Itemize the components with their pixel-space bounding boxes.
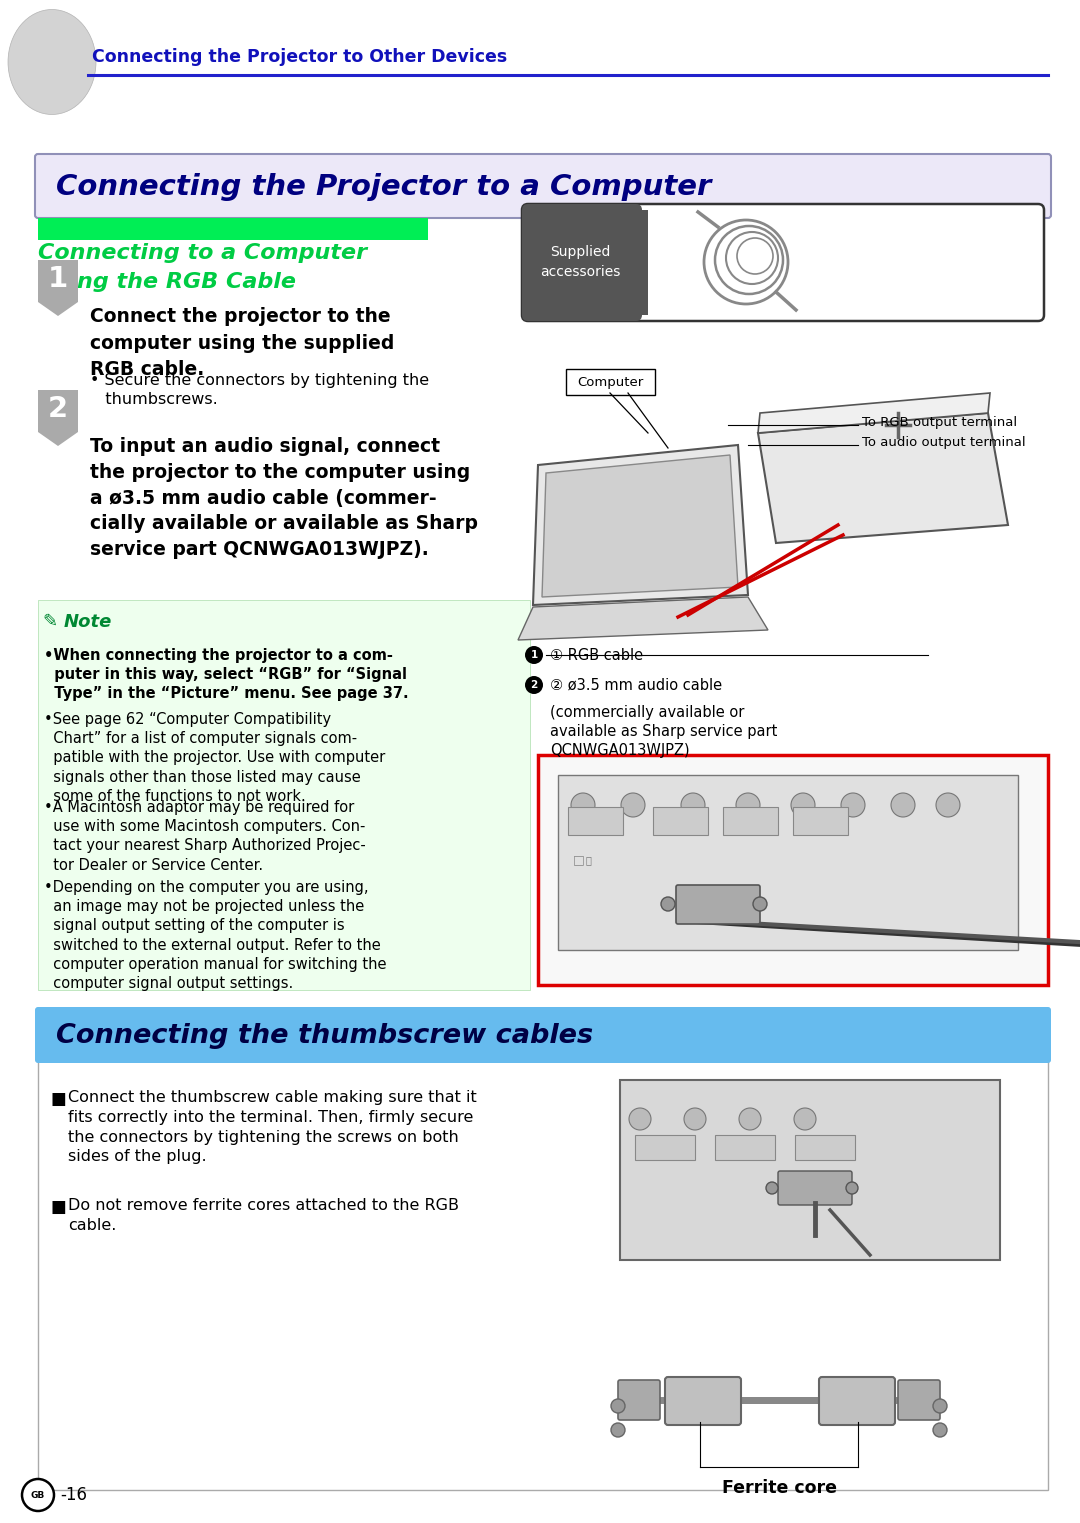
Circle shape [571, 793, 595, 816]
Text: (commercially available or
available as Sharp service part
QCNWGA013WJPZ): (commercially available or available as … [550, 705, 778, 758]
Text: Computer: Computer [577, 376, 643, 388]
Circle shape [621, 793, 645, 816]
Polygon shape [534, 445, 748, 605]
FancyBboxPatch shape [522, 204, 642, 321]
Text: ■: ■ [50, 1090, 66, 1109]
Text: ■: ■ [50, 1199, 66, 1215]
Text: □: □ [573, 853, 584, 867]
FancyBboxPatch shape [558, 775, 1018, 950]
Circle shape [791, 793, 815, 816]
FancyBboxPatch shape [778, 1171, 852, 1205]
Text: •When connecting the projector to a com-
  puter in this way, select “RGB” for “: •When connecting the projector to a com-… [44, 647, 408, 702]
Bar [38, 218, 428, 241]
FancyBboxPatch shape [819, 1377, 895, 1426]
Text: 1: 1 [530, 650, 538, 659]
Text: GB: GB [31, 1491, 45, 1500]
Bar [620, 1080, 1000, 1260]
Circle shape [525, 676, 543, 694]
Circle shape [753, 897, 767, 911]
Circle shape [735, 793, 760, 816]
FancyBboxPatch shape [522, 204, 1044, 321]
Circle shape [684, 1109, 706, 1130]
Circle shape [681, 793, 705, 816]
Text: 2: 2 [48, 394, 68, 423]
Polygon shape [758, 393, 990, 433]
FancyBboxPatch shape [897, 1380, 940, 1419]
Text: •See page 62 “Computer Compatibility
  Chart” for a list of computer signals com: •See page 62 “Computer Compatibility Cha… [44, 711, 386, 804]
Text: Connect the projector to the
computer using the supplied
RGB cable.: Connect the projector to the computer us… [90, 308, 394, 379]
Text: To RGB output terminal: To RGB output terminal [862, 416, 1017, 428]
FancyBboxPatch shape [665, 1377, 741, 1426]
Text: •A Macintosh adaptor may be required for
  use with some Macintosh computers. Co: •A Macintosh adaptor may be required for… [44, 800, 366, 873]
Text: Ferrite core: Ferrite core [721, 1479, 837, 1497]
Circle shape [933, 1422, 947, 1438]
Text: Connecting to a Computer: Connecting to a Computer [38, 244, 367, 263]
Text: Connecting the thumbscrew cables: Connecting the thumbscrew cables [56, 1023, 593, 1049]
FancyBboxPatch shape [35, 154, 1051, 218]
Text: 1: 1 [48, 265, 68, 292]
Circle shape [629, 1109, 651, 1130]
Polygon shape [38, 260, 78, 315]
Circle shape [766, 1182, 778, 1194]
Bar [634, 210, 648, 315]
Text: To input an audio signal, connect
the projector to the computer using
a ø3.5 mm : To input an audio signal, connect the pr… [90, 437, 478, 559]
Circle shape [891, 793, 915, 816]
Circle shape [611, 1400, 625, 1413]
Text: ② ø3.5 mm audio cable: ② ø3.5 mm audio cable [550, 678, 723, 693]
Text: -16: -16 [60, 1486, 87, 1505]
Polygon shape [758, 413, 1008, 544]
Bar [795, 1135, 855, 1161]
Text: 🔒: 🔒 [586, 854, 592, 865]
Bar [793, 807, 848, 835]
FancyBboxPatch shape [566, 369, 654, 394]
Text: Connecting the Projector to a Computer: Connecting the Projector to a Computer [56, 174, 712, 201]
Polygon shape [38, 390, 78, 446]
Circle shape [525, 646, 543, 664]
Circle shape [846, 1182, 858, 1194]
FancyBboxPatch shape [676, 885, 760, 924]
Circle shape [22, 1479, 54, 1511]
Polygon shape [518, 597, 768, 640]
Bar [635, 1135, 696, 1161]
Text: Connecting the Projector to Other Devices: Connecting the Projector to Other Device… [92, 49, 508, 65]
FancyBboxPatch shape [618, 1380, 660, 1419]
Polygon shape [542, 455, 738, 597]
Ellipse shape [8, 9, 96, 114]
Text: RGB cable: RGB cable [908, 253, 1004, 271]
FancyBboxPatch shape [38, 1060, 1048, 1489]
Text: 2: 2 [530, 679, 538, 690]
Text: ① RGB cable: ① RGB cable [550, 647, 643, 663]
Text: •Depending on the computer you are using,
  an image may not be projected unless: •Depending on the computer you are using… [44, 880, 387, 991]
Circle shape [739, 1109, 761, 1130]
Text: Do not remove ferrite cores attached to the RGB
cable.: Do not remove ferrite cores attached to … [68, 1199, 459, 1232]
Circle shape [794, 1109, 816, 1130]
Text: ✎: ✎ [42, 612, 57, 631]
FancyBboxPatch shape [35, 1007, 1051, 1063]
Circle shape [936, 793, 960, 816]
Text: Using the RGB Cable: Using the RGB Cable [38, 273, 296, 292]
Text: Supplied
accessories: Supplied accessories [540, 245, 620, 279]
Bar [568, 807, 623, 835]
Bar [723, 807, 778, 835]
Text: Note: Note [64, 612, 112, 631]
FancyBboxPatch shape [38, 600, 530, 990]
Text: Connect the thumbscrew cable making sure that it
fits correctly into the termina: Connect the thumbscrew cable making sure… [68, 1090, 476, 1165]
Text: To audio output terminal: To audio output terminal [862, 436, 1026, 448]
Bar [653, 807, 708, 835]
Text: • Secure the connectors by tightening the
   thumbscrews.: • Secure the connectors by tightening th… [90, 373, 429, 407]
Circle shape [661, 897, 675, 911]
Circle shape [611, 1422, 625, 1438]
Bar [538, 755, 1048, 985]
Circle shape [933, 1400, 947, 1413]
Circle shape [841, 793, 865, 816]
Bar [715, 1135, 775, 1161]
